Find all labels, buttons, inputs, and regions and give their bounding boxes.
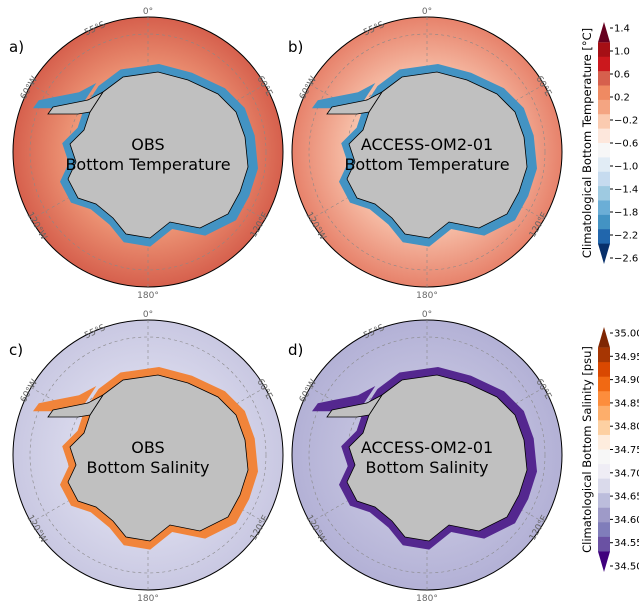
colorbar-segment [598, 536, 610, 552]
colorbar-segment [598, 114, 610, 130]
colorbar-tick-label: 0.6 [614, 70, 630, 81]
colorbar-tick-label: 35.00 [614, 329, 639, 340]
panel-title-line2: Bottom Salinity [366, 458, 489, 477]
colorbar-tick-label: 34.90 [614, 375, 639, 386]
latitude-line [29, 33, 267, 271]
latitude-line [308, 336, 546, 574]
colorbar-segment [598, 362, 610, 378]
colorbar-tick-label: 34.55 [614, 538, 639, 549]
colorbar-segment [598, 157, 610, 173]
panel-title-line1: OBS [131, 135, 164, 154]
colorbar-segment [598, 507, 610, 523]
colorbar-title: Climatological Bottom Temperature [°C] [580, 28, 594, 258]
colorbar-segment [598, 42, 610, 58]
panel-label: c) [9, 341, 23, 359]
panel-label: a) [9, 38, 24, 56]
colorbar-tick-label: 0.2 [614, 93, 630, 104]
antarctica-land [67, 374, 249, 542]
latitude-line [308, 33, 546, 271]
colorbar-segment [598, 229, 610, 245]
antarctic-peninsula [326, 91, 383, 115]
colorbar-salinity: 35.00 34.95 34.90 34.85 34.80 34.75 34.70 34.65… [580, 327, 639, 573]
lon-label-0: 0° [143, 310, 153, 320]
colorbar-tick-label: 34.95 [614, 352, 639, 363]
colorbar-segment [598, 200, 610, 216]
colorbar-segment [598, 71, 610, 86]
antarctic-peninsula [47, 394, 104, 418]
panel-label: d) [288, 341, 303, 359]
lon-label-0: 0° [422, 7, 432, 17]
colorbar-tick-label: 34.70 [614, 468, 639, 479]
lon-label-180: 180° [137, 291, 159, 301]
colorbar-extend-min [598, 551, 610, 572]
colorbar-segment [598, 214, 610, 230]
latitude-line [29, 336, 267, 574]
colorbar-segment [598, 493, 610, 509]
panel-title-line1: ACCESS-OM2-01 [361, 438, 493, 457]
colorbar-tick-label: −1.4 [614, 185, 638, 196]
colorbar-tick-label: 34.65 [614, 492, 639, 503]
colorbar-segment [598, 449, 610, 465]
colorbar-tick-label: −0.6 [614, 139, 638, 150]
colorbar-segment [598, 376, 610, 392]
colorbar-title: Climatological Bottom Salinity [psu] [580, 346, 594, 553]
colorbar-tick-label: 1.4 [614, 24, 630, 35]
colorbar-extend-max [598, 327, 610, 348]
lon-label-180: 180° [137, 594, 159, 604]
colorbar-tick-label: −2.2 [614, 231, 638, 242]
colorbar-tick-label: 34.75 [614, 445, 639, 456]
lon-label-180: 180° [416, 291, 438, 301]
colorbar-segment [598, 478, 610, 494]
panel-title-line2: Bottom Salinity [87, 458, 210, 477]
colorbar-segment [598, 143, 610, 158]
colorbar-segment [598, 99, 610, 115]
panel-title-line1: ACCESS-OM2-01 [361, 135, 493, 154]
lon-label-0: 0° [143, 7, 153, 17]
colorbar-temperature: 1.4 1.0 0.6 0.2 −0.2 −0.6 −1.0 −1.4 −1.8 −2.2 −2.6… [580, 22, 638, 265]
colorbar-tick-label: −1.0 [614, 162, 638, 173]
antarctica-land [346, 374, 528, 542]
colorbar-tick-label: 1.0 [614, 47, 630, 58]
colorbar-extend-min [598, 243, 610, 264]
colorbar-segment [598, 464, 610, 480]
colorbar-tick-label: 34.80 [614, 422, 639, 433]
colorbar-segment [598, 522, 610, 538]
panel-title-line1: OBS [131, 438, 164, 457]
panel-title-line2: Bottom Temperature [344, 155, 509, 174]
colorbar-segment [598, 434, 610, 450]
colorbar-segment [598, 391, 610, 407]
colorbar-tick-label: 34.60 [614, 515, 639, 526]
colorbar-tick-label: −1.8 [614, 208, 638, 219]
panel-title-line2: Bottom Temperature [65, 155, 230, 174]
colorbar-extend-max [598, 22, 610, 43]
antarctic-peninsula [47, 91, 104, 115]
colorbar-tick-label: −2.6 [614, 254, 638, 265]
lon-label-180: 180° [416, 594, 438, 604]
colorbar-segment [598, 56, 610, 72]
colorbar-segment [598, 347, 610, 363]
colorbar-tick-label: 34.85 [614, 398, 639, 409]
colorbar-segment [598, 186, 610, 201]
antarctic-peninsula [326, 394, 383, 418]
colorbar-segment [598, 405, 610, 421]
colorbar-segment [598, 85, 610, 101]
panel-label: b) [288, 38, 303, 56]
antarctica-land [67, 71, 249, 239]
colorbar-tick-label: 34.50 [614, 562, 639, 573]
colorbar-segment [598, 128, 610, 144]
lon-label-0: 0° [422, 310, 432, 320]
colorbar-segment [598, 171, 610, 187]
colorbar-tick-label: −0.2 [614, 116, 638, 127]
colorbar-segment [598, 420, 610, 436]
antarctica-land [346, 71, 528, 239]
